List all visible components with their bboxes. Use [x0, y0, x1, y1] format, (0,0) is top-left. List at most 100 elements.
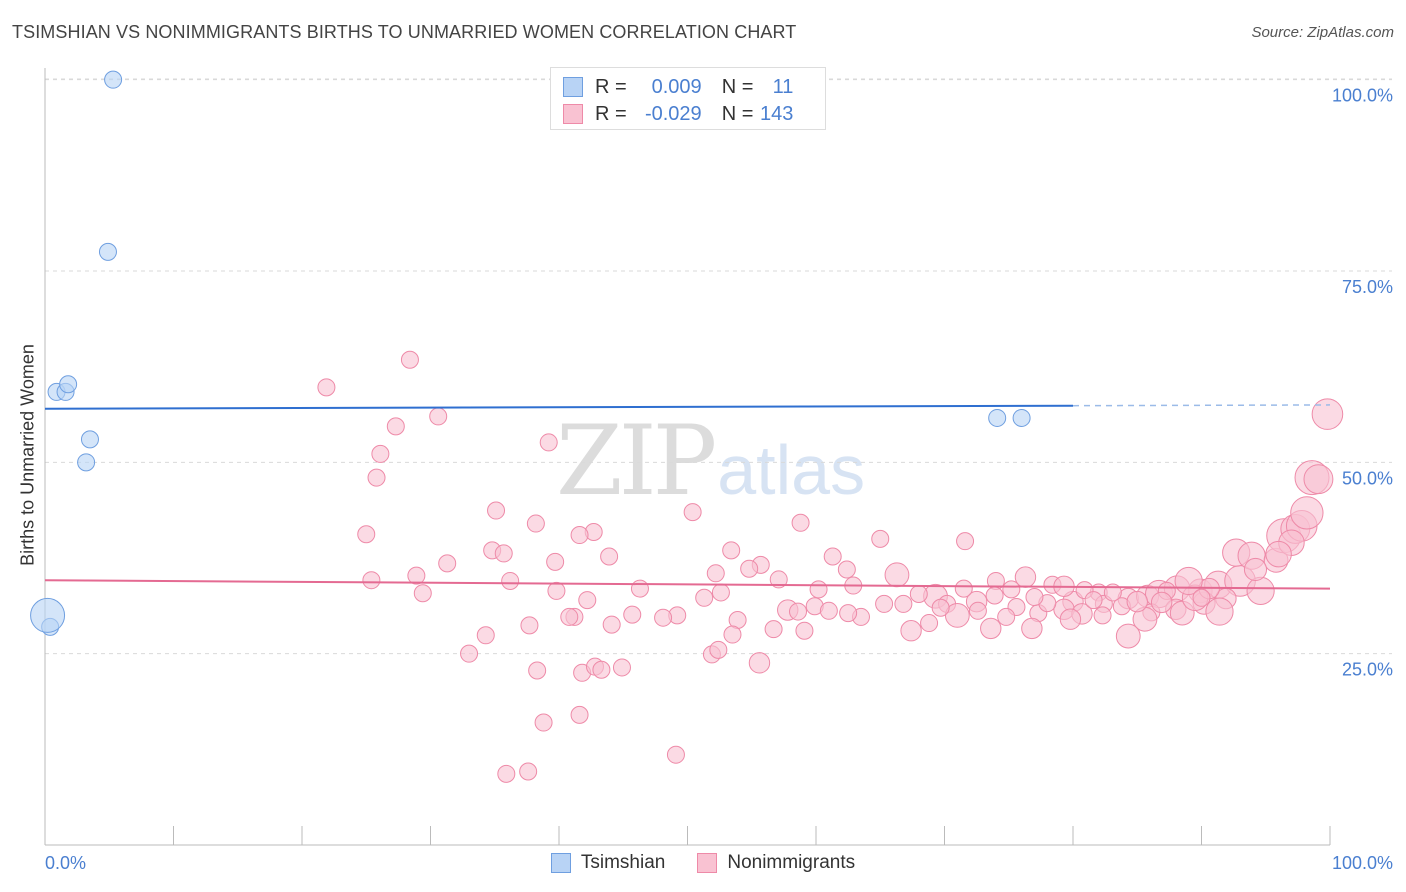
nonimmigrants-point	[600, 547, 619, 566]
legend-item-tsimshian[interactable]: Tsimshian	[550, 852, 665, 874]
tsimshian-point	[1012, 408, 1031, 427]
nonimmigrants-point	[709, 640, 728, 659]
nonimmigrants-point	[900, 620, 922, 642]
nonimmigrants-point	[695, 588, 714, 607]
y-axis-label: Births to Unmarried Women	[17, 344, 38, 566]
r-value: -0.029	[644, 102, 702, 125]
tsimshian-point	[77, 453, 96, 472]
nonimmigrants-point	[528, 661, 547, 680]
nonimmigrants-point	[764, 620, 783, 639]
nonimmigrants-point	[722, 541, 741, 560]
nonimmigrants-point	[875, 594, 894, 613]
stats-legend: R = 0.009 N = 11 R = -0.029 N = 143	[550, 67, 826, 130]
watermark-zip: ZIP	[556, 405, 717, 517]
y-tick-label: 100.0%	[1332, 86, 1393, 106]
y-tick-label: 25.0%	[1342, 660, 1393, 680]
nonimmigrants-point	[429, 407, 448, 426]
nonimmigrants-point	[519, 762, 538, 781]
nonimmigrants-point	[497, 764, 516, 783]
nonimmigrants-point	[623, 605, 642, 624]
nonimmigrants-point	[546, 552, 565, 571]
nonimmigrants-point	[570, 705, 589, 724]
r-label: R =	[595, 75, 627, 98]
nonimmigrants-point	[654, 608, 673, 627]
nonimmigrants-point	[460, 644, 479, 663]
watermark: ZIPatlas	[556, 405, 865, 517]
tsimshian-point	[80, 430, 99, 449]
nonimmigrants-point	[839, 604, 858, 623]
nonimmigrants-point	[1246, 576, 1275, 606]
nonimmigrants-point	[1115, 623, 1141, 649]
nonimmigrants-point	[413, 584, 432, 603]
nonimmigrants-point	[769, 570, 788, 589]
n-value: 11	[772, 75, 794, 98]
nonimmigrants-point	[438, 554, 457, 573]
nonimmigrants-point	[931, 598, 950, 617]
stats-row-nonimmigrants: R = -0.029 N = 143	[563, 102, 793, 126]
nonimmigrants-point	[1002, 580, 1021, 599]
nonimmigrants-point	[1265, 540, 1292, 568]
nonimmigrants-swatch	[697, 853, 718, 873]
n-label: N =	[721, 102, 754, 125]
nonimmigrants-point	[740, 559, 759, 578]
nonimmigrants-point	[748, 652, 771, 674]
series-legend: Tsimshian Nonimmigrants	[0, 852, 1406, 874]
nonimmigrants-point	[968, 601, 987, 620]
x-tick-label: 100.0%	[1332, 853, 1393, 873]
tsimshian-trendline-extension	[1072, 404, 1331, 407]
nonimmigrants-point	[560, 607, 579, 626]
x-tick-label: 0.0%	[45, 853, 86, 873]
nonimmigrants-point	[400, 350, 419, 369]
nonimmigrants-point	[1290, 496, 1324, 530]
nonimmigrants-point	[578, 591, 597, 610]
nonimmigrants-point	[570, 526, 589, 545]
nonimmigrants-point	[386, 417, 405, 436]
nonimmigrants-point	[809, 580, 828, 599]
nonimmigrants-point	[666, 745, 685, 764]
nonimmigrants-point	[1084, 591, 1103, 610]
nonimmigrants-point	[367, 468, 386, 487]
nonimmigrants-point	[501, 571, 520, 590]
nonimmigrants-trendline	[44, 579, 1331, 590]
nonimmigrants-swatch	[563, 104, 583, 124]
nonimmigrants-point	[956, 532, 975, 551]
legend-item-nonimmigrants[interactable]: Nonimmigrants	[697, 852, 855, 874]
tsimshian-point	[59, 375, 78, 394]
nonimmigrants-point	[602, 615, 621, 634]
nonimmigrants-point	[476, 626, 495, 645]
nonimmigrants-point	[317, 378, 336, 397]
nonimmigrants-point	[997, 607, 1016, 626]
nonimmigrants-point	[592, 660, 611, 679]
nonimmigrants-point	[920, 614, 939, 633]
nonimmigrants-point	[884, 562, 910, 588]
nonimmigrants-point	[909, 584, 928, 603]
tsimshian-point	[104, 70, 123, 89]
nonimmigrants-point	[791, 513, 810, 532]
nonimmigrants-point	[362, 571, 381, 590]
y-tick-label: 50.0%	[1342, 468, 1393, 488]
nonimmigrants-point	[547, 581, 566, 600]
tsimshian-swatch	[563, 77, 583, 97]
nonimmigrants-point	[534, 713, 553, 732]
nonimmigrants-point	[706, 564, 725, 583]
nonimmigrants-point	[1059, 608, 1082, 630]
r-label: R =	[595, 102, 627, 125]
legend-label: Nonimmigrants	[727, 852, 856, 873]
nonimmigrants-point	[520, 616, 539, 635]
tsimshian-point	[988, 408, 1007, 427]
nonimmigrants-point	[789, 602, 808, 621]
nonimmigrants-point	[1243, 557, 1268, 582]
tsimshian-point	[30, 597, 66, 633]
chart-title: TSIMSHIAN VS NONIMMIGRANTS BIRTHS TO UNM…	[12, 22, 797, 42]
nonimmigrants-point	[944, 603, 970, 628]
nonimmigrants-point	[837, 560, 856, 579]
stats-row-tsimshian: R = 0.009 N = 11	[563, 75, 793, 99]
nonimmigrants-point	[980, 617, 1002, 640]
nonimmigrants-point	[407, 566, 426, 585]
nonimmigrants-point	[612, 658, 631, 677]
nonimmigrants-point	[539, 433, 558, 452]
nonimmigrants-point	[985, 586, 1004, 605]
nonimmigrants-point	[711, 583, 730, 602]
nonimmigrants-point	[1303, 464, 1334, 495]
